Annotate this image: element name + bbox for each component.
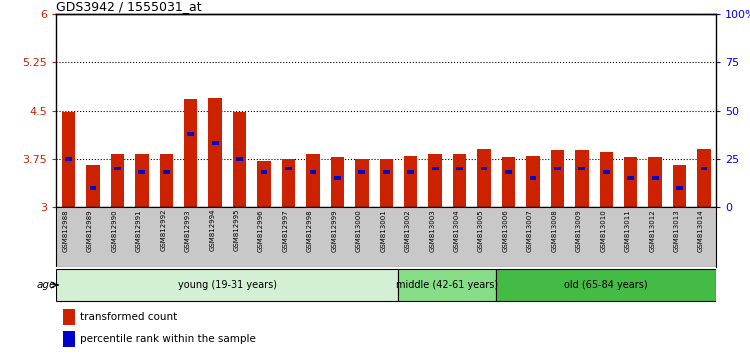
Bar [282, 159, 296, 207]
Bar [114, 167, 121, 170]
Text: GSM813011: GSM813011 [625, 209, 631, 252]
Text: GSM813005: GSM813005 [478, 209, 484, 252]
Bar [135, 154, 148, 207]
Bar [232, 112, 246, 207]
Bar [257, 161, 271, 207]
Text: GSM813004: GSM813004 [454, 209, 460, 252]
Bar [188, 132, 194, 136]
Bar [676, 186, 683, 190]
Bar [624, 157, 638, 207]
Bar [700, 167, 707, 170]
Bar [163, 170, 170, 174]
Text: GSM812997: GSM812997 [283, 209, 289, 252]
Bar [505, 170, 512, 174]
Bar [355, 159, 368, 207]
Bar [456, 167, 463, 170]
Bar [306, 154, 320, 207]
Bar [398, 269, 496, 301]
Bar [63, 309, 75, 325]
Bar [554, 167, 561, 170]
Text: GSM813003: GSM813003 [429, 209, 435, 252]
Text: age: age [37, 280, 56, 290]
Bar [603, 170, 610, 174]
Text: GSM812999: GSM812999 [332, 209, 338, 252]
Bar [111, 154, 124, 207]
Bar [698, 149, 711, 207]
Text: GSM813014: GSM813014 [698, 209, 704, 252]
Bar [407, 170, 414, 174]
Bar [477, 149, 490, 207]
Bar [578, 167, 585, 170]
Bar [481, 167, 488, 170]
Bar [673, 165, 686, 207]
Bar [526, 156, 540, 207]
Bar [432, 167, 439, 170]
Bar [160, 154, 173, 207]
Bar [496, 269, 716, 301]
Bar [184, 99, 197, 207]
Text: old (65-84 years): old (65-84 years) [565, 280, 648, 290]
Bar [428, 154, 442, 207]
Bar [404, 156, 418, 207]
Bar [575, 150, 589, 207]
Bar [62, 112, 75, 207]
Text: GSM812998: GSM812998 [307, 209, 313, 252]
Bar [453, 154, 466, 207]
Text: GSM813013: GSM813013 [674, 209, 680, 252]
Text: GSM813010: GSM813010 [600, 209, 606, 252]
Text: percentile rank within the sample: percentile rank within the sample [80, 335, 256, 344]
Bar [380, 159, 393, 207]
Text: GSM813000: GSM813000 [356, 209, 362, 252]
Bar [56, 269, 398, 301]
Text: GDS3942 / 1555031_at: GDS3942 / 1555031_at [56, 0, 202, 13]
Bar [139, 170, 146, 174]
Text: GSM812989: GSM812989 [87, 209, 93, 252]
Text: GSM813007: GSM813007 [527, 209, 533, 252]
Bar [334, 176, 340, 180]
Bar [236, 157, 243, 161]
Bar [285, 167, 292, 170]
Text: GSM813009: GSM813009 [576, 209, 582, 252]
Bar [65, 157, 72, 161]
Bar [652, 176, 658, 180]
Bar [89, 186, 96, 190]
Bar [358, 170, 365, 174]
Text: transformed count: transformed count [80, 312, 177, 322]
Bar [63, 331, 75, 348]
Text: GSM812990: GSM812990 [111, 209, 117, 252]
Text: GSM813002: GSM813002 [405, 209, 411, 252]
Bar [599, 153, 613, 207]
Text: GSM812993: GSM812993 [184, 209, 190, 252]
Text: GSM813006: GSM813006 [503, 209, 509, 252]
Bar [530, 176, 536, 180]
Bar [550, 150, 564, 207]
Bar [331, 157, 344, 207]
Bar [261, 170, 268, 174]
Bar [383, 170, 389, 174]
Text: GSM812991: GSM812991 [136, 209, 142, 252]
Bar [649, 157, 662, 207]
Bar [209, 98, 222, 207]
Text: GSM813008: GSM813008 [551, 209, 557, 252]
Text: GSM813001: GSM813001 [380, 209, 386, 252]
Text: middle (42-61 years): middle (42-61 years) [396, 280, 499, 290]
Text: GSM812992: GSM812992 [160, 209, 166, 251]
Bar [211, 142, 218, 145]
Bar [310, 170, 316, 174]
Text: GSM812996: GSM812996 [258, 209, 264, 252]
Text: GSM812995: GSM812995 [233, 209, 239, 251]
Bar [86, 165, 100, 207]
Bar [502, 157, 515, 207]
Bar [627, 176, 634, 180]
Text: young (19-31 years): young (19-31 years) [178, 280, 277, 290]
Text: GSM812988: GSM812988 [62, 209, 68, 252]
Text: GSM812994: GSM812994 [209, 209, 215, 251]
Text: GSM813012: GSM813012 [650, 209, 656, 252]
